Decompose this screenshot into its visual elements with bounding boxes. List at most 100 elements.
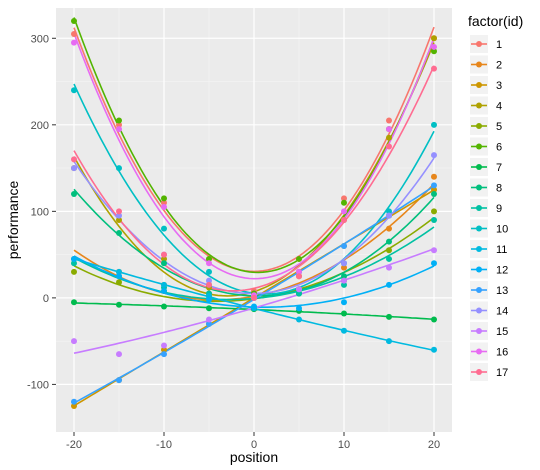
point-series-9 xyxy=(341,281,347,288)
legend-key-point-8 xyxy=(476,184,482,191)
point-series-8 xyxy=(386,238,392,245)
legend-label-12: 12 xyxy=(496,265,508,277)
point-series-1 xyxy=(341,195,347,202)
point-series-15 xyxy=(116,351,122,358)
point-series-6 xyxy=(341,199,347,206)
legend-key-point-11 xyxy=(476,246,482,252)
point-series-1 xyxy=(161,199,167,206)
point-series-10 xyxy=(116,165,122,172)
legend-key-point-15 xyxy=(476,328,482,334)
point-series-17 xyxy=(296,273,302,280)
legend-key-point-7 xyxy=(476,164,482,170)
point-series-12 xyxy=(116,273,122,280)
point-series-2 xyxy=(386,225,392,232)
legend-key-point-1 xyxy=(476,41,482,47)
point-series-6 xyxy=(296,255,302,262)
point-series-3 xyxy=(161,346,167,353)
legend-label-1: 1 xyxy=(496,39,502,51)
point-series-11 xyxy=(386,338,392,345)
point-series-14 xyxy=(206,277,212,284)
point-series-15 xyxy=(341,277,347,284)
point-series-9 xyxy=(296,290,302,297)
point-series-16 xyxy=(431,43,437,50)
point-series-3 xyxy=(431,186,437,193)
legend-key-point-17 xyxy=(476,369,482,375)
point-series-17 xyxy=(116,208,122,215)
point-series-17 xyxy=(71,156,77,163)
point-series-2 xyxy=(341,264,347,271)
point-series-5 xyxy=(386,247,392,254)
legend-label-6: 6 xyxy=(496,142,502,154)
point-series-10 xyxy=(71,87,77,94)
x-tick-label: 0 xyxy=(251,439,257,451)
point-series-12 xyxy=(341,299,347,306)
point-series-10 xyxy=(206,268,212,275)
fit-line-16 xyxy=(73,33,435,280)
legend-label-9: 9 xyxy=(496,203,502,215)
point-series-15 xyxy=(206,316,212,323)
y-tick-label: 300 xyxy=(31,33,49,45)
point-series-17 xyxy=(386,143,392,150)
point-series-3 xyxy=(71,403,77,410)
legend-key-point-14 xyxy=(476,307,482,314)
point-series-6 xyxy=(161,195,167,202)
point-series-13 xyxy=(206,320,212,327)
point-series-11 xyxy=(431,346,437,353)
point-series-12 xyxy=(431,260,437,267)
point-series-7 xyxy=(71,299,77,306)
point-series-1 xyxy=(71,30,77,37)
point-series-10 xyxy=(386,208,392,215)
point-series-4 xyxy=(431,35,437,42)
point-series-16 xyxy=(296,268,302,275)
point-series-15 xyxy=(296,286,302,293)
point-series-7 xyxy=(431,316,437,323)
point-series-6 xyxy=(431,48,437,55)
point-series-4 xyxy=(161,255,167,262)
legend-key-point-13 xyxy=(476,287,482,293)
point-series-12 xyxy=(296,305,302,312)
point-series-13 xyxy=(71,398,77,405)
point-series-9 xyxy=(71,260,77,267)
point-series-14 xyxy=(71,165,77,172)
point-series-8 xyxy=(341,273,347,280)
legend-key-point-9 xyxy=(476,205,482,211)
point-series-7 xyxy=(116,301,122,308)
point-series-16 xyxy=(386,126,392,133)
legend-label-10: 10 xyxy=(496,224,508,236)
point-series-13 xyxy=(161,351,167,358)
point-series-4 xyxy=(386,134,392,141)
point-series-12 xyxy=(251,303,257,310)
point-series-11 xyxy=(296,316,302,323)
point-series-8 xyxy=(431,191,437,198)
point-series-16 xyxy=(206,260,212,267)
legend-key-point-10 xyxy=(476,225,482,232)
legend-label-7: 7 xyxy=(496,162,502,174)
point-series-7 xyxy=(341,310,347,317)
point-series-15 xyxy=(386,264,392,271)
legend-label-8: 8 xyxy=(496,183,502,195)
point-series-17 xyxy=(341,217,347,223)
legend-label-15: 15 xyxy=(496,326,508,338)
fit-line-1 xyxy=(73,26,435,273)
point-series-17 xyxy=(431,65,437,72)
legend-label-2: 2 xyxy=(496,60,502,72)
point-series-12 xyxy=(206,296,212,303)
point-series-13 xyxy=(116,377,122,384)
point-series-17 xyxy=(251,294,257,301)
x-tick-label: 20 xyxy=(428,439,440,451)
point-series-16 xyxy=(116,126,122,133)
data-points xyxy=(71,17,437,410)
point-series-10 xyxy=(431,121,437,128)
y-tick-label: 0 xyxy=(43,293,49,305)
point-series-9 xyxy=(386,255,392,262)
point-series-1 xyxy=(386,117,392,124)
point-series-15 xyxy=(431,247,437,254)
legend-key-point-16 xyxy=(476,348,482,355)
point-series-8 xyxy=(161,260,167,267)
point-series-12 xyxy=(386,281,392,288)
legend-label-16: 16 xyxy=(496,347,508,359)
legend-label-11: 11 xyxy=(496,244,507,256)
point-series-1 xyxy=(116,121,122,128)
x-axis-title: position xyxy=(230,449,278,465)
